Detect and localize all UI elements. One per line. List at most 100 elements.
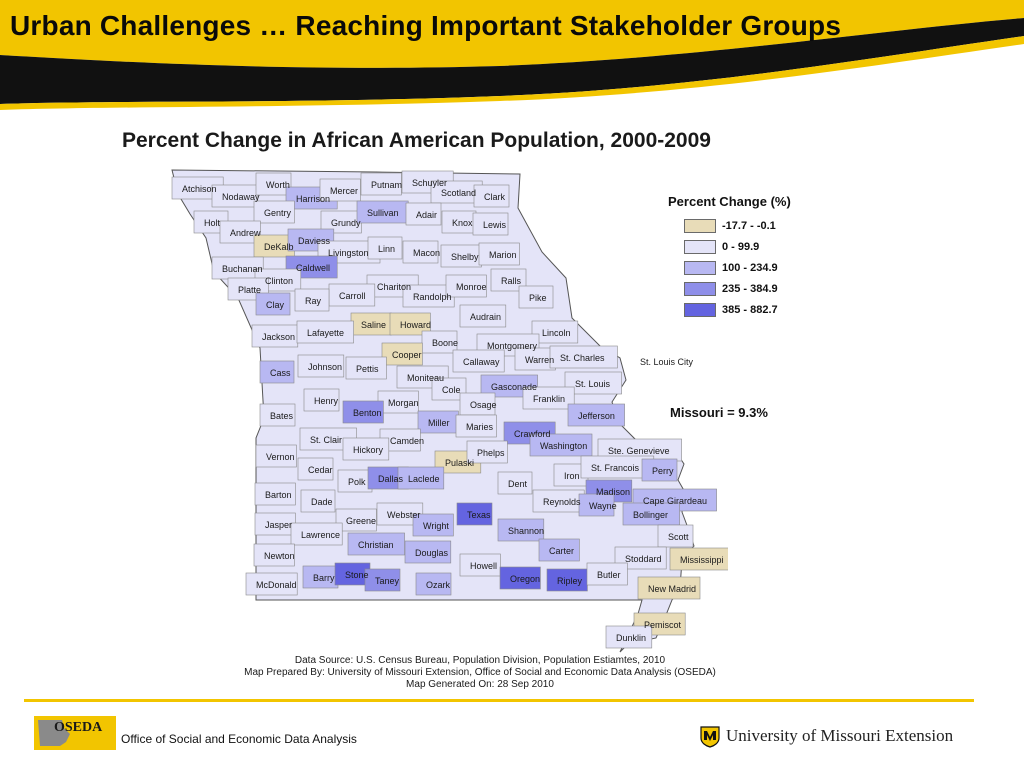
county-label: Harrison [296,194,331,204]
county-nodaway [211,184,259,208]
county-henry [303,388,340,412]
county-wright [412,513,454,537]
county-ozark [415,572,452,596]
county-label: Morgan [388,398,419,408]
county-label: St. Louis City [640,357,694,367]
county-label: Christian [358,540,394,550]
county-new-madrid [637,576,701,600]
county-label: Marion [489,250,517,260]
county-label: Webster [387,510,421,520]
oseda-logo: OSEDA [34,716,116,750]
county-label: Daviess [298,236,331,246]
missouri-outline [171,169,738,653]
legend-item: 235 - 384.9 [668,278,868,299]
county-lawrence [290,522,343,546]
county-label: Randolph [413,292,452,302]
county-label: Bollinger [633,510,669,520]
county-label: Maries [466,422,494,432]
county-adair [405,202,442,226]
county-label: Dade [311,497,333,507]
county-audrain [459,304,507,328]
county-label: Dallas [378,474,404,484]
county-label: Gentry [264,208,292,218]
county-label: Ray [305,296,322,306]
county-label: Monroe [456,282,487,292]
county-label: Clark [484,192,506,202]
county-greene [335,508,377,532]
legend-label: -17.7 - -0.1 [722,219,776,232]
county-label: Worth [266,180,290,190]
county-label: Cole [442,385,461,395]
legend-label: 385 - 882.7 [722,303,778,316]
county-oregon [499,566,541,590]
county-label: Madison [596,487,631,497]
county-label: Miller [428,418,450,428]
county-label: Scott [668,532,689,542]
legend-swatch [684,260,716,275]
county-label: St. Louis [575,379,611,389]
county-label: Iron [564,471,580,481]
county-cass [259,360,295,384]
svg-text:OSEDA: OSEDA [54,720,103,735]
county-label: St. Francois [591,463,640,473]
county-label: Taney [375,576,400,586]
county-label: Hickory [353,445,384,455]
mu-shield-icon [700,726,720,748]
map-legend: Percent Change (%) -17.7 - -0.1 0 - 99.9 1… [668,194,868,320]
county-label: Pulaski [445,458,475,468]
county-label: Newton [264,551,295,561]
county-label: Gasconade [491,382,538,392]
county-label: Ste. Genevieve [608,446,670,456]
county-label: Lafayette [307,328,345,338]
county-phelps [466,440,508,464]
county-label: Mississippi [680,555,724,565]
county-label: Laclede [408,474,440,484]
county-label: Warren [525,355,555,365]
county-label: Henry [314,396,339,406]
county-label: Johnson [308,362,343,372]
county-label: Cooper [392,350,422,360]
county-label: Bates [270,411,294,421]
county-label: Jasper [265,520,293,530]
county-label: Mercer [330,186,359,196]
county-mcdonald [245,572,298,596]
county-label: Cedar [308,465,333,475]
legend-swatch [684,218,716,233]
county-howard [389,312,431,336]
county-label: Stone [345,570,369,580]
county-label: Perry [652,466,674,476]
county-jefferson [567,403,625,427]
county-dunklin [605,625,653,649]
county-texas [456,502,493,526]
county-label: New Madrid [648,584,697,594]
county-label: Wright [423,521,449,531]
county-label: Shelby [451,252,479,262]
county-cedar [297,457,334,481]
county-label: Lincoln [542,328,571,338]
county-worth [255,172,292,196]
county-label: Benton [353,408,382,418]
county-st-charles [549,345,618,369]
county-cooper [381,342,423,366]
county-st-louis [564,371,622,395]
county-bates [259,403,296,427]
county-label: Sullivan [367,208,399,218]
county-vernon [255,444,297,468]
county-label: Carter [549,546,575,556]
county-label: Polk [348,477,366,487]
county-ralls [490,268,527,292]
county-maries [455,414,497,438]
county-label: Dunklin [616,633,647,643]
county-label: Pike [529,293,547,303]
county-label: Barton [265,490,292,500]
county-hickory [342,437,390,461]
legend-swatch [684,302,716,317]
county-label: Ralls [501,276,522,286]
county-label: Macon [413,248,441,258]
county-label: Atchison [182,184,217,194]
county-label: Caldwell [296,263,331,273]
legend-label: 100 - 234.9 [722,261,778,274]
county-label: Barry [313,573,335,583]
county-johnson [297,354,345,378]
county-label: Linn [378,244,396,254]
